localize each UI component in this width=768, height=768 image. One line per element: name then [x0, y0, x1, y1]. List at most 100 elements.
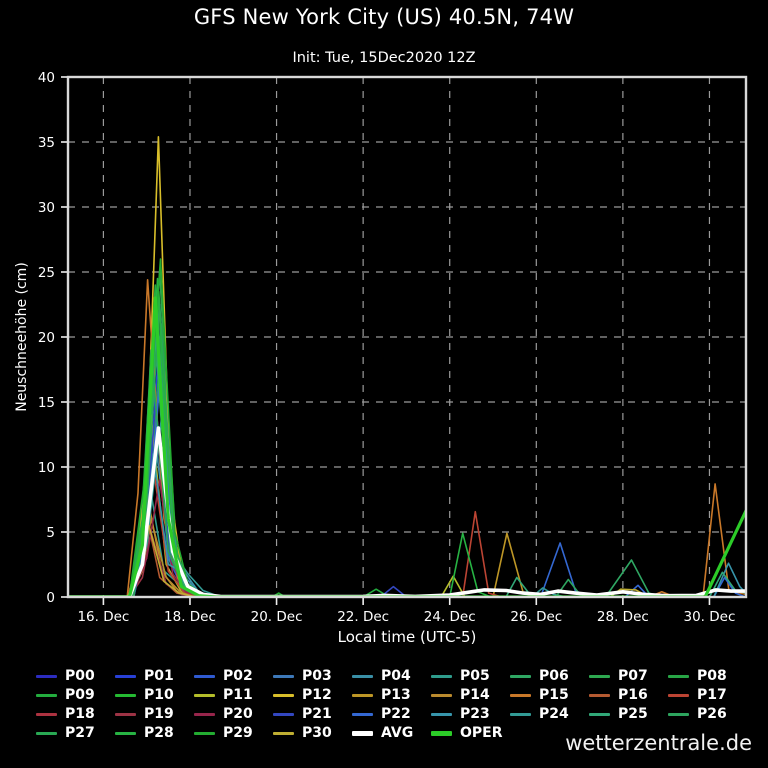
- legend-label-p13: P13: [381, 687, 411, 703]
- plot-frame: [66, 75, 748, 599]
- y-tick-label-40: 40: [38, 70, 55, 86]
- legend-item-p01: P01: [115, 667, 194, 685]
- legend-swatch-p30: [273, 731, 294, 735]
- legend-swatch-p00: [36, 674, 57, 678]
- legend-swatch-p23: [431, 712, 452, 716]
- legend-item-p18: P18: [36, 705, 115, 723]
- legend-swatch-oper: [431, 730, 452, 736]
- legend-item-p10: P10: [115, 686, 194, 704]
- chart-title: GFS New York City (US) 40.5N, 74W: [193, 5, 575, 29]
- legend-swatch-p09: [36, 693, 57, 697]
- y-tick-label-20: 20: [38, 330, 55, 346]
- legend-item-p20: P20: [194, 705, 273, 723]
- legend-item-p02: P02: [194, 667, 273, 685]
- legend-swatch-p03: [273, 674, 294, 678]
- legend-swatch-p28: [115, 731, 136, 735]
- legend-swatch-p21: [273, 712, 294, 716]
- legend-label-p27: P27: [65, 725, 95, 741]
- legend-swatch-p13: [352, 693, 373, 697]
- legend-label-p22: P22: [381, 706, 411, 722]
- series-line-p15: [68, 278, 746, 597]
- series-line-avg: [68, 426, 746, 597]
- legend-item-p05: P05: [431, 667, 510, 685]
- chart-subtitle: Init: Tue, 15Dec2020 12Z: [292, 50, 476, 66]
- y-tick-label-35: 35: [38, 135, 55, 151]
- legend-label-p12: P12: [302, 687, 332, 703]
- series-line-oper: [68, 296, 746, 597]
- legend-item-p15: P15: [510, 686, 589, 704]
- legend-label-p04: P04: [381, 668, 411, 684]
- y-tick-label-30: 30: [38, 200, 55, 216]
- x-tick-label-22: 22. Dec: [337, 609, 389, 625]
- legend-swatch-p24: [510, 712, 531, 716]
- x-tick-label-28: 28. Dec: [597, 609, 649, 625]
- legend-item-p07: P07: [589, 667, 668, 685]
- legend-swatch-p27: [36, 731, 57, 735]
- legend-item-p28: P28: [115, 724, 194, 742]
- legend-swatch-p26: [668, 712, 689, 716]
- legend-label-p06: P06: [539, 668, 569, 684]
- legend-label-p17: P17: [697, 687, 727, 703]
- legend-swatch-p08: [668, 674, 689, 678]
- legend-label-p28: P28: [144, 725, 174, 741]
- legend-swatch-p20: [194, 712, 215, 716]
- legend-swatch-p14: [431, 693, 452, 697]
- legend-swatch-p22: [352, 712, 373, 716]
- plot-area: 16. Dec 18. Dec 20. Dec 22. Dec 24. Dec 26. D…: [38, 70, 748, 625]
- legend-swatch-p07: [589, 674, 610, 678]
- legend-swatch-p15: [510, 693, 531, 697]
- y-tick-label-10: 10: [38, 460, 55, 476]
- x-tick-label-30: 30. Dec: [684, 609, 736, 625]
- legend-swatch-p04: [352, 674, 373, 678]
- legend-swatch-p16: [589, 693, 610, 697]
- y-tick-label-25: 25: [38, 265, 55, 281]
- legend-item-p23: P23: [431, 705, 510, 723]
- legend-swatch-p25: [589, 712, 610, 716]
- legend-label-p15: P15: [539, 687, 569, 703]
- legend-swatch-p02: [194, 674, 215, 678]
- legend-label-p09: P09: [65, 687, 95, 703]
- legend-label-p14: P14: [460, 687, 490, 703]
- legend-item-p26: P26: [668, 705, 747, 723]
- legend-label-p21: P21: [302, 706, 332, 722]
- legend-label-p30: P30: [302, 725, 332, 741]
- legend-label-p20: P20: [223, 706, 253, 722]
- legend-label-p16: P16: [618, 687, 648, 703]
- x-tick-label-18: 18. Dec: [164, 609, 216, 625]
- legend-item-p14: P14: [431, 686, 510, 704]
- series-line-p24: [68, 414, 746, 597]
- legend-item-p17: P17: [668, 686, 747, 704]
- legend-swatch-p10: [115, 693, 136, 697]
- legend-swatch-p11: [194, 693, 215, 697]
- legend-item-p06: P06: [510, 667, 589, 685]
- legend-swatch-avg: [352, 730, 373, 736]
- legend-label-p11: P11: [223, 687, 253, 703]
- x-tick-label-20: 20. Dec: [251, 609, 303, 625]
- legend-label-p18: P18: [65, 706, 95, 722]
- legend-item-p30: P30: [273, 724, 352, 742]
- legend-swatch-p05: [431, 674, 452, 678]
- legend-label-p02: P02: [223, 668, 253, 684]
- legend-label-p24: P24: [539, 706, 569, 722]
- legend-item-avg: AVG: [352, 724, 431, 742]
- legend-swatch-p17: [668, 693, 689, 697]
- legend-label-p01: P01: [144, 668, 174, 684]
- legend: P00 P01 P02 P03 P04 P05 P06 P07 P08 P09 P10 P11 P12 P…: [36, 667, 748, 742]
- legend-label-p26: P26: [697, 706, 727, 722]
- x-axis-label: Local time (UTC-5): [337, 628, 477, 646]
- x-tick-label-16: 16. Dec: [77, 609, 129, 625]
- series-group: [68, 136, 746, 597]
- legend-label-oper: OPER: [460, 725, 503, 741]
- legend-label-p29: P29: [223, 725, 253, 741]
- legend-item-p25: P25: [589, 705, 668, 723]
- legend-swatch-p29: [194, 731, 215, 735]
- legend-item-p27: P27: [36, 724, 115, 742]
- watermark: wetterzentrale.de: [565, 731, 752, 755]
- legend-item-p04: P04: [352, 667, 431, 685]
- legend-item-p16: P16: [589, 686, 668, 704]
- legend-swatch-p18: [36, 712, 57, 716]
- legend-item-oper: OPER: [431, 724, 510, 742]
- legend-label-p19: P19: [144, 706, 174, 722]
- legend-item-p21: P21: [273, 705, 352, 723]
